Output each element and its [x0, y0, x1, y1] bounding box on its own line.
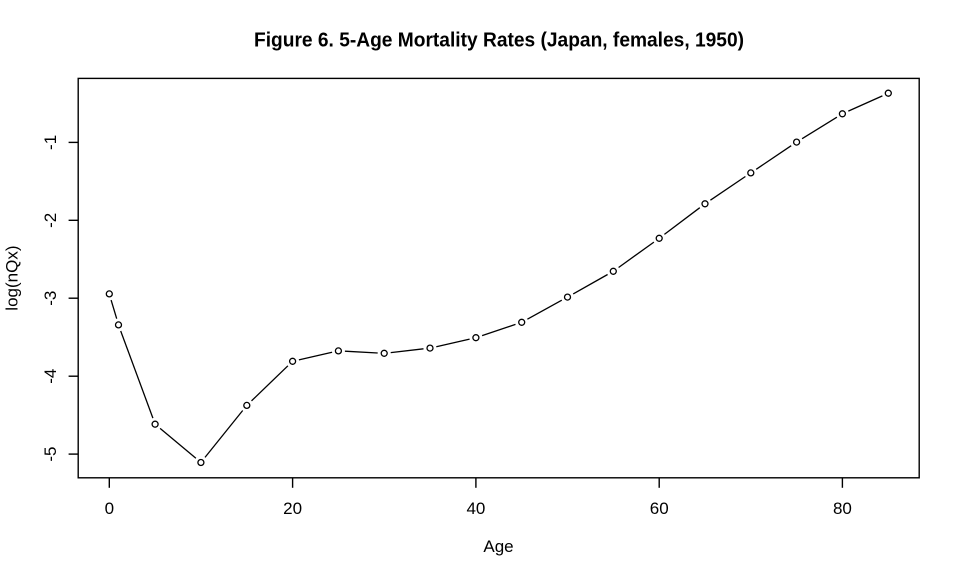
svg-text:-5: -5 [41, 447, 60, 462]
svg-text:-2: -2 [41, 213, 60, 228]
svg-text:Figure 6. 5-Age Mortality Rate: Figure 6. 5-Age Mortality Rates (Japan, … [254, 30, 744, 52]
svg-text:20: 20 [283, 499, 302, 518]
svg-text:-3: -3 [41, 291, 60, 306]
svg-text:log(nQx): log(nQx) [3, 246, 22, 311]
svg-text:-4: -4 [41, 369, 60, 384]
svg-text:0: 0 [105, 499, 114, 518]
svg-text:60: 60 [650, 499, 669, 518]
svg-text:-1: -1 [41, 135, 60, 150]
svg-text:40: 40 [466, 499, 485, 518]
svg-text:80: 80 [833, 499, 852, 518]
svg-text:Age: Age [483, 537, 513, 556]
